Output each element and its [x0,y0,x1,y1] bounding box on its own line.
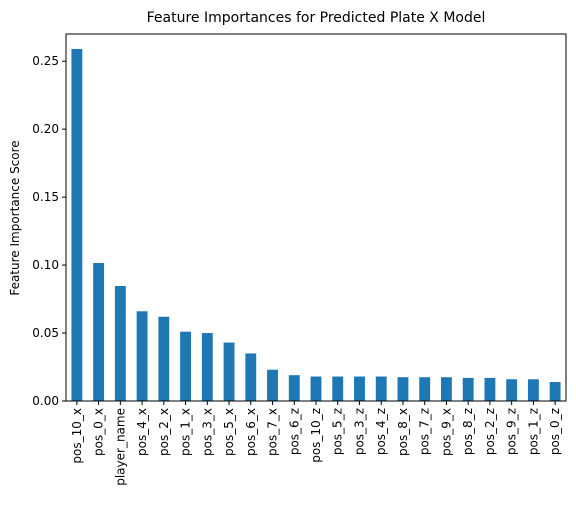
x-tick-label: pos_10_z [309,408,323,463]
y-tick-label: 0.15 [32,190,59,204]
bar [180,331,191,401]
x-tick-label: pos_2_z [483,408,497,455]
bar [462,377,474,401]
bar [71,48,83,402]
x-tick-label: pos_0_z [548,408,562,455]
x-tick-label: pos_3_z [352,408,366,455]
bar [136,311,148,401]
bar [506,379,518,401]
x-tick-label: pos_5_x [222,408,236,456]
x-tick-label: pos_4_z [374,408,388,455]
bar [419,377,431,401]
bar [114,286,126,401]
bar [397,377,409,401]
x-tick-label: pos_0_x [92,408,106,456]
y-tick-label: 0.05 [32,326,59,340]
bar [201,333,213,401]
x-tick-label: player_name [113,408,127,486]
bar [93,263,105,401]
bar [375,376,387,401]
y-tick-label: 0.25 [32,54,59,68]
bar [484,377,496,401]
bar [354,376,365,401]
chart-title: Feature Importances for Predicted Plate … [147,10,486,26]
y-tick-label: 0.00 [32,394,59,408]
x-tick-label: pos_2_x [157,408,171,456]
x-tick-label: pos_5_z [331,408,345,455]
plot-frame [65,33,567,402]
x-tick-label: pos_7_x [266,408,280,456]
x-tick-label: pos_8_x [396,408,410,456]
y-axis-label: Feature Importance Score [8,140,22,295]
bar [267,369,278,401]
x-tick-label: pos_3_x [200,408,214,456]
bar [310,376,322,401]
x-tick-label: pos_9_x [439,408,453,456]
bar [158,316,170,401]
x-tick-label: pos_10_x [70,408,84,464]
x-tick-label: pos_1_x [179,408,193,456]
y-tick-label: 0.20 [32,122,59,136]
bar [549,381,561,401]
bar [527,379,539,401]
x-tick-label: pos_1_z [526,408,540,455]
bar [441,377,452,401]
x-tick-label: pos_9_z [505,408,519,455]
x-tick-label: pos_6_z [287,408,301,455]
y-tick-label: 0.10 [32,258,59,272]
x-tick-label: pos_6_x [244,408,258,456]
x-tick-label: pos_8_z [461,408,475,455]
x-tick-label: pos_4_x [135,408,149,456]
x-tick-label: pos_7_z [418,408,432,455]
bar [245,353,257,401]
bar [223,342,235,401]
bar [332,376,344,401]
bar [288,375,300,401]
